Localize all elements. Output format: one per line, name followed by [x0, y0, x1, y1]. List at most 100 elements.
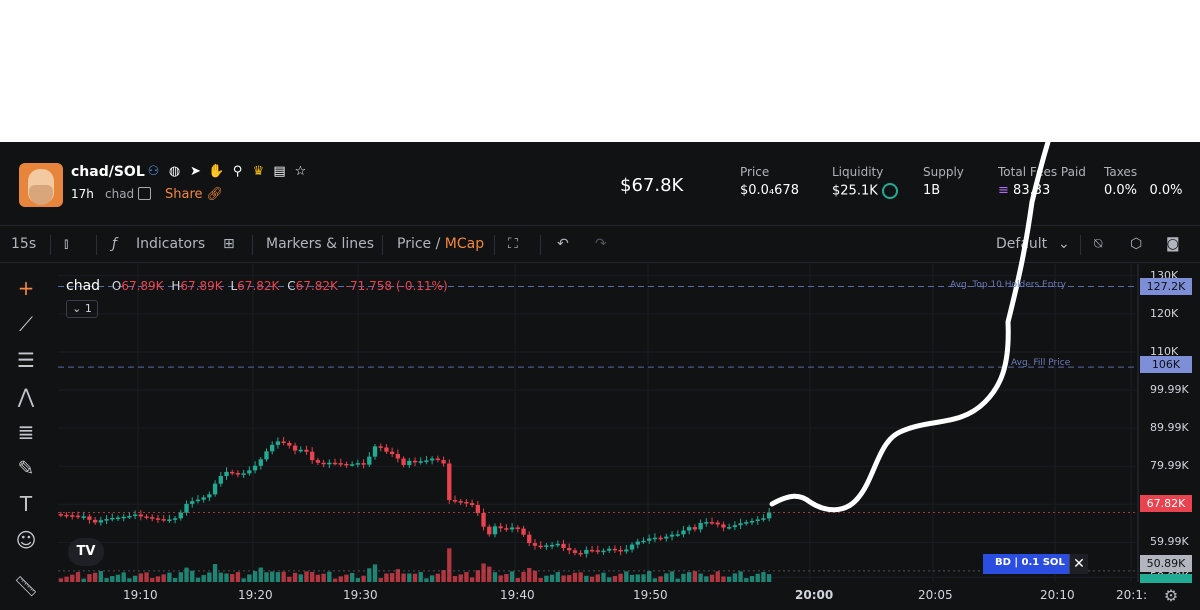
search-icon[interactable]: ⚲ [232, 164, 243, 179]
close-icon[interactable]: ✕ [1069, 554, 1088, 574]
camera-icon[interactable]: ◙ [1166, 236, 1180, 252]
stat-label: Taxes [1104, 165, 1138, 179]
candle-body [207, 494, 212, 498]
candle-body [287, 442, 292, 446]
volume-bar [195, 577, 201, 582]
indicators-button[interactable]: Indicators [136, 236, 206, 252]
candle-body [315, 460, 321, 463]
markers-lines-button[interactable]: Markers & lines [266, 236, 375, 252]
candle-body [87, 516, 92, 520]
gear-icon[interactable]: ⚙ [1163, 586, 1179, 605]
volume-bar [732, 573, 738, 582]
brush-icon[interactable]: ✎ [17, 456, 35, 480]
volume-bar [58, 578, 64, 582]
fullscreen-icon[interactable]: ⛶ [508, 236, 518, 252]
candle-body [161, 519, 166, 521]
quick-search-icon[interactable]: ⍉ [1094, 236, 1103, 252]
pair-name: chad/SOL [71, 164, 145, 180]
legend-h-key: H [171, 279, 181, 293]
price-mcap-toggle[interactable]: Price / MCap [397, 236, 484, 252]
candle-body [504, 528, 509, 530]
candle-body [292, 445, 298, 451]
fib-icon[interactable]: ≣ [17, 420, 35, 444]
undo-icon[interactable]: ↶ [557, 236, 569, 252]
candle-body [195, 499, 201, 502]
candle-body [310, 451, 315, 461]
volume-bar [567, 575, 572, 582]
volume-bar [184, 567, 189, 582]
trendline-icon[interactable]: ⟋ [19, 312, 33, 336]
volume-bar [418, 572, 423, 582]
stat-price: Price $0.0₄678 [740, 165, 799, 198]
volume-bar [549, 574, 555, 582]
fill-annotation: Avg. Fill Price [1011, 358, 1071, 368]
candle-body [201, 497, 206, 500]
chevron-down-icon[interactable]: ⌄ [1058, 236, 1070, 252]
emoji-icon[interactable]: ☺ [15, 528, 37, 552]
volume-bar [110, 576, 115, 582]
volume-bar [589, 576, 595, 582]
avatar-beard [29, 185, 53, 205]
volume-bar [395, 569, 401, 582]
stat-value: $25.1K [832, 183, 898, 199]
horizontal-lines-icon[interactable]: ☰ [17, 348, 35, 372]
interval-button[interactable]: 15s [11, 236, 37, 252]
token-avatar[interactable] [19, 163, 63, 207]
volume-bar [429, 575, 435, 582]
time-tick-label: 19:30 [343, 588, 378, 602]
volume-bar [761, 572, 766, 582]
volume-bar [475, 570, 481, 582]
globe-icon[interactable]: ◍ [168, 164, 181, 179]
volume-bar [704, 576, 709, 582]
text-icon[interactable]: T [19, 492, 33, 516]
volume-bar [441, 570, 446, 582]
templates-icon[interactable]: ⊞ [223, 236, 235, 252]
fees-value: 83.33 [1013, 183, 1051, 198]
volume-bar [132, 575, 138, 582]
hand-icon[interactable]: ✋ [208, 164, 225, 179]
candle-body [121, 516, 126, 519]
stat-label: Liquidity [832, 165, 884, 179]
candle-body [481, 512, 486, 527]
volume-bar [75, 572, 81, 582]
legend-l-key: L [230, 279, 238, 293]
legend-low: 67.82K [237, 279, 280, 293]
candle-type-icon[interactable]: ⫾ [64, 236, 69, 252]
volume-bar [481, 563, 486, 582]
mcap-option[interactable]: MCap [444, 236, 485, 252]
fx-icon[interactable]: ƒ [112, 236, 117, 252]
candle-body [407, 460, 412, 466]
tradingview-logo[interactable]: TV [68, 538, 104, 566]
volume-bar [241, 578, 246, 582]
volume-bar [98, 571, 104, 582]
divider [252, 235, 253, 255]
candle-body [578, 552, 583, 555]
volume-bar [578, 572, 583, 582]
redo-icon[interactable]: ↷ [595, 236, 607, 252]
share-button[interactable]: Share 🔗︎ [165, 187, 223, 202]
copy-icon[interactable] [138, 187, 151, 200]
bd-order-tag[interactable]: BD | 0.1 SOL ✕ [983, 554, 1088, 574]
candle-body [92, 519, 98, 523]
users-icon[interactable]: ⚇ [147, 164, 160, 179]
ruler-icon[interactable]: 📏︎ [13, 574, 39, 598]
crosshair-icon[interactable]: + [17, 276, 35, 300]
candle-body [98, 520, 104, 523]
pattern-icon[interactable]: ⋀ [17, 384, 35, 408]
last-price-tag: 67.82K [1140, 495, 1192, 512]
volume-bar [264, 572, 269, 582]
candle-body [395, 453, 401, 459]
social-icons: ⚇ ◍ ➤ ✋ ⚲ ♛ ▤ ☆ [145, 163, 309, 180]
price-chart[interactable] [0, 142, 1200, 610]
layout-select[interactable]: Default [996, 236, 1048, 252]
volume-bar [401, 573, 406, 582]
lion-icon[interactable]: ♛ [252, 164, 265, 179]
star-icon[interactable]: ☆ [294, 164, 307, 179]
legend-collapse-button[interactable]: ⌄ 1 [66, 300, 98, 318]
candle-body [687, 527, 692, 531]
candle-body [766, 512, 772, 519]
document-icon[interactable]: ▤ [273, 164, 286, 179]
telegram-icon[interactable]: ➤ [190, 164, 201, 179]
settings-icon[interactable]: ⬡ [1130, 236, 1143, 252]
price-option[interactable]: Price [397, 236, 432, 252]
